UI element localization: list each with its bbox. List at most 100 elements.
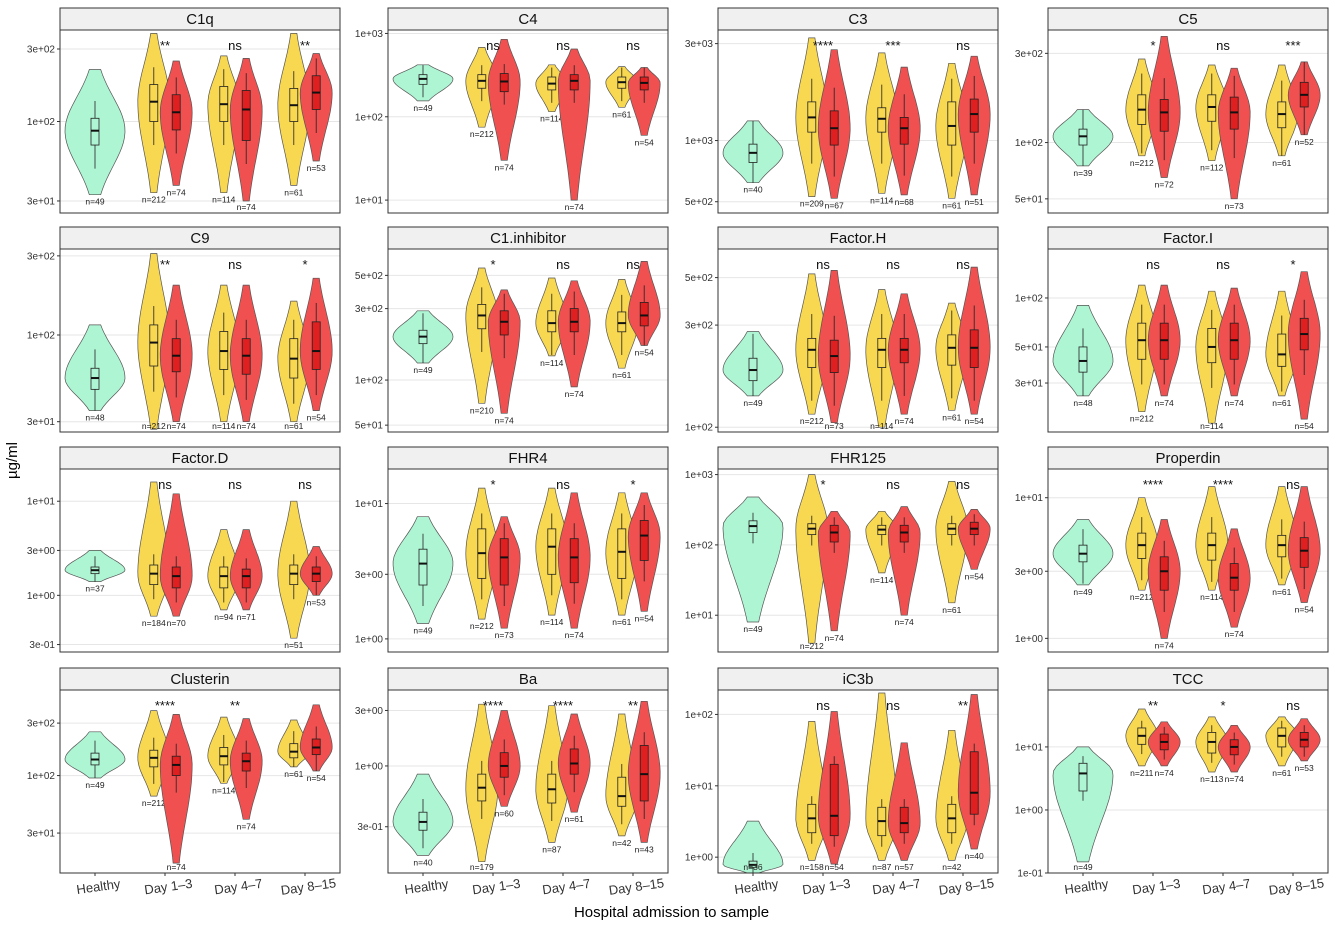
- y-tick-label: 1e+01: [355, 196, 384, 207]
- box: [149, 84, 159, 122]
- n-label: n=67: [825, 200, 844, 210]
- panel-title: Ba: [519, 671, 538, 688]
- y-tick-label: 1e+03: [355, 29, 384, 40]
- x-tick-label: Day 1–3: [471, 876, 521, 898]
- violin-severe: [817, 510, 851, 632]
- n-label: n=49: [413, 365, 432, 375]
- n-label: n=53: [307, 163, 326, 173]
- n-label: n=74: [565, 389, 584, 399]
- violin-severe: [557, 48, 591, 201]
- box: [289, 564, 299, 586]
- n-label: n=40: [965, 851, 984, 861]
- significance-label: ns: [158, 477, 172, 492]
- box: [1078, 762, 1088, 792]
- panel-border: [717, 468, 999, 653]
- box: [1299, 537, 1309, 568]
- box: [219, 566, 229, 589]
- panel-fhr125: FHR1251e+011e+021e+03n=49n=212n=74n=114n…: [685, 446, 999, 653]
- n-label: n=114: [870, 195, 894, 205]
- significance-label: ns: [486, 38, 500, 53]
- n-label: n=61: [565, 814, 584, 824]
- box: [1159, 556, 1169, 591]
- significance-label: ns: [956, 477, 970, 492]
- box: [171, 566, 181, 589]
- significance-label: ns: [886, 698, 900, 713]
- x-tick-label: Day 1–3: [143, 876, 193, 898]
- n-label: n=74: [237, 202, 256, 212]
- n-label: n=61: [1272, 587, 1291, 597]
- y-tick-label: 1e+00: [685, 853, 714, 864]
- box: [149, 324, 159, 367]
- n-label: n=74: [1155, 640, 1174, 650]
- y-tick-label: 3e-01: [357, 822, 383, 833]
- panel-border: [717, 689, 999, 874]
- n-label: n=74: [895, 617, 914, 627]
- box: [499, 538, 509, 586]
- n-label: n=48: [85, 413, 104, 423]
- significance-label: ns: [228, 477, 242, 492]
- y-tick-label: 1e+02: [355, 112, 384, 123]
- n-label: n=54: [1295, 421, 1314, 431]
- n-label: n=49: [85, 197, 104, 207]
- n-label: n=74: [495, 415, 514, 425]
- y-tick-label: 1e+02: [355, 376, 384, 387]
- n-label: n=114: [212, 195, 236, 205]
- significance-label: ns: [1286, 477, 1300, 492]
- n-label: n=114: [212, 421, 236, 431]
- n-label: n=49: [743, 398, 762, 408]
- box: [947, 334, 957, 366]
- panel-title: iC3b: [843, 671, 874, 688]
- n-label: n=61: [1272, 768, 1291, 778]
- y-tick-label: 5e+01: [1015, 342, 1044, 353]
- x-tick-label: Healthy: [1064, 876, 1110, 897]
- significance-label: ns: [228, 38, 242, 53]
- n-label: n=49: [85, 780, 104, 790]
- box: [499, 310, 509, 336]
- significance-label: ns: [1216, 38, 1230, 53]
- x-tick-label: Day 8–15: [280, 875, 337, 898]
- panel-c5: C5 5e+01 1e+02 3e+02 n=39 n=212 n=72 n=112 n=73 n…: [1015, 7, 1329, 214]
- y-tick-label: 1e+02: [27, 771, 56, 782]
- n-label: n=114: [540, 617, 564, 627]
- n-label: n=61: [284, 421, 303, 431]
- n-label: n=54: [307, 413, 326, 423]
- n-label: n=158: [800, 862, 824, 872]
- significance-label: ns: [956, 38, 970, 53]
- y-tick-label: 1e+03: [685, 136, 714, 147]
- n-label: n=74: [167, 862, 186, 872]
- box: [1137, 322, 1147, 360]
- violin-severe: [887, 506, 921, 616]
- x-tick-label: Day 1–3: [1131, 876, 1181, 898]
- n-label: n=42: [612, 838, 631, 848]
- n-label: n=37: [85, 584, 104, 594]
- n-label: n=61: [612, 109, 631, 119]
- panel-title: C5: [1178, 11, 1197, 28]
- y-tick-label: 3e+01: [27, 417, 56, 428]
- n-label: n=114: [870, 421, 894, 431]
- y-tick-label: 1e+00: [27, 591, 56, 602]
- box: [418, 548, 428, 586]
- n-label: n=87: [542, 844, 561, 854]
- y-tick-label: 1e+01: [355, 499, 384, 510]
- y-tick-label: 3e+02: [27, 251, 56, 262]
- box: [639, 302, 649, 327]
- n-label: n=74: [1155, 398, 1174, 408]
- significance-label: *: [630, 477, 635, 492]
- n-label: n=54: [307, 773, 326, 783]
- significance-label: ns: [626, 38, 640, 53]
- y-tick-label: 1e-01: [1017, 869, 1043, 880]
- panel-border: [59, 29, 341, 214]
- y-tick-label: 1e+01: [27, 497, 56, 508]
- significance-label: ****: [155, 698, 175, 713]
- n-label: n=61: [612, 617, 631, 627]
- n-label: n=212: [800, 416, 824, 426]
- n-label: n=54: [635, 613, 654, 623]
- significance-label: *: [1220, 698, 1225, 713]
- n-label: n=52: [1295, 137, 1314, 147]
- box: [1277, 333, 1287, 367]
- box: [969, 751, 979, 815]
- n-label: n=49: [413, 103, 432, 113]
- panel-c4: C4 1e+01 1e+02 1e+03 n=49 n=212 n=74 n=114 n=74 n…: [355, 7, 669, 214]
